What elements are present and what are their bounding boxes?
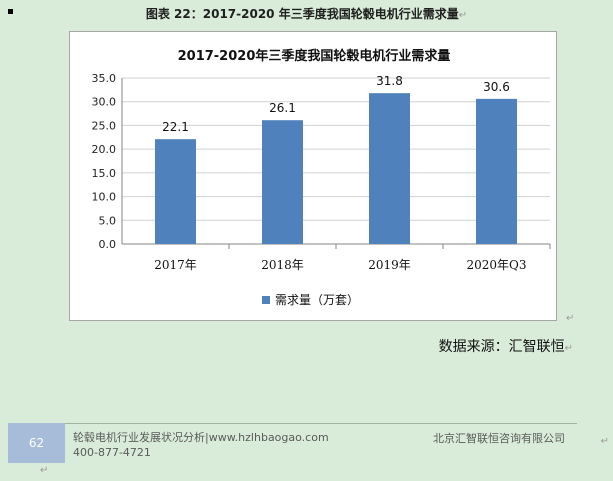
paragraph-mark-source: ↵ (564, 343, 573, 354)
footer-divider (8, 423, 577, 424)
x-tick-label: 2017年 (154, 258, 197, 272)
legend-swatch (262, 296, 270, 304)
y-tick-label: 5.0 (99, 214, 117, 227)
page-number: 62 (8, 423, 65, 463)
footer-company: 北京汇智联恒咨询有限公司 (433, 432, 565, 445)
data-source: 数据来源：汇智联恒↵ (439, 336, 573, 356)
bar-chart: 2017-2020年三季度我国轮毂电机行业需求量 0.0 5.0 10.0 15.0 20… (92, 48, 551, 307)
y-tick-label: 15.0 (92, 167, 117, 180)
data-label: 26.1 (269, 101, 296, 115)
data-label: 22.1 (162, 120, 189, 134)
footer-title: 轮毂电机行业发展状况分析|www.hzlhbaogao.com (73, 431, 329, 444)
bullet-marker (8, 9, 13, 14)
data-label: 30.6 (483, 80, 510, 94)
x-tick-label: 2020年Q3 (466, 258, 526, 272)
x-tick-label: 2018年 (261, 258, 304, 272)
footer-info: 轮毂电机行业发展状况分析|www.hzlhbaogao.com 400-877-… (73, 430, 329, 460)
page-number-text: 62 (28, 436, 45, 450)
chart-title: 2017-2020年三季度我国轮毂电机行业需求量 (178, 48, 451, 64)
legend-label: 需求量（万套） (275, 293, 359, 307)
figure-caption-text: 图表 22：2017-2020 年三季度我国轮毂电机行业需求量 (145, 7, 459, 21)
y-tick-label: 20.0 (92, 143, 117, 156)
paragraph-mark-side: ↵ (600, 436, 609, 447)
figure-caption: 图表 22：2017-2020 年三季度我国轮毂电机行业需求量↵ (0, 5, 613, 22)
y-tick-label: 0.0 (99, 238, 117, 251)
data-source-text: 数据来源：汇智联恒 (438, 339, 565, 355)
bar (262, 120, 303, 244)
y-tick-label: 35.0 (92, 72, 117, 85)
paragraph-mark-bottom: ↵ (40, 465, 49, 476)
y-tick-label: 25.0 (92, 119, 117, 132)
data-label: 31.8 (376, 74, 403, 88)
bar (476, 98, 517, 245)
x-tick-label: 2019年 (368, 258, 411, 272)
y-tick-label: 10.0 (92, 191, 117, 204)
paragraph-mark: ↵ (458, 10, 468, 21)
bar (369, 93, 410, 244)
bar (155, 139, 196, 244)
footer-phone: 400-877-4721 (73, 446, 151, 459)
paragraph-mark-chart: ↵ (566, 313, 575, 324)
y-tick-label: 30.0 (92, 96, 117, 109)
chart-frame: 2017-2020年三季度我国轮毂电机行业需求量 0.0 5.0 10.0 15.0 20… (69, 31, 557, 321)
